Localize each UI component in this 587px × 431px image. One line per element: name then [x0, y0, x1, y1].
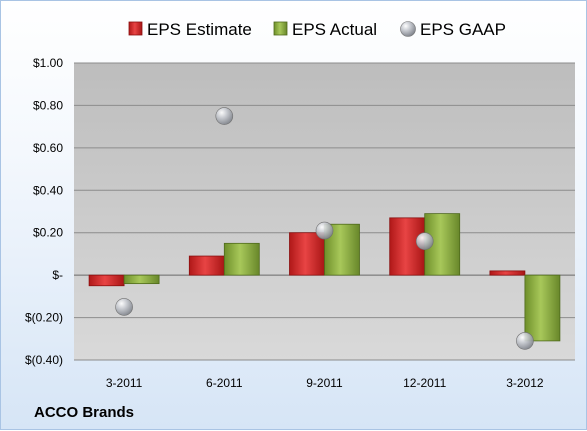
- y-tick-label: $(0.40): [25, 353, 63, 367]
- x-tick-label: 3-2011: [106, 376, 143, 390]
- company-label: ACCO Brands: [34, 404, 134, 421]
- x-tick-label: 3-2012: [506, 376, 544, 390]
- gaap-point: [315, 221, 334, 240]
- estimate-bar: [289, 232, 325, 276]
- x-tick-label: 6-2011: [206, 376, 243, 390]
- gaap-point: [516, 332, 534, 350]
- estimate-bar: [88, 274, 125, 287]
- legend-swatch-gaap: [400, 21, 416, 37]
- bars: [88, 213, 561, 342]
- legend-label-estimate: EPS Estimate: [147, 20, 252, 39]
- legend-swatch-actual: [273, 21, 288, 36]
- x-axis-labels: 3-2011 6-2011 9-2011 12-2011 3-2012: [106, 376, 544, 390]
- y-tick-label: $0.20: [33, 226, 63, 240]
- y-tick-label: $-: [52, 268, 63, 282]
- actual-bar: [524, 274, 561, 342]
- legend-swatch-estimate: [128, 21, 143, 36]
- y-tick-label: $(0.20): [25, 311, 63, 325]
- gaap-point: [215, 107, 234, 125]
- legend: EPS Estimate EPS Actual EPS GAAP: [128, 20, 506, 39]
- gaap-point: [115, 298, 133, 316]
- gaap-point: [415, 232, 434, 250]
- estimate-bar: [188, 255, 225, 276]
- legend-label-gaap: EPS GAAP: [420, 20, 506, 39]
- legend-label-actual: EPS Actual: [292, 20, 377, 39]
- y-tick-label: $0.80: [33, 98, 63, 112]
- actual-bar: [123, 274, 160, 285]
- y-tick-label: $0.40: [33, 183, 63, 197]
- actual-bar: [223, 242, 260, 276]
- y-axis-labels: $1.00 $0.80 $0.60 $0.40 $0.20 $- $(0.20) $(0.40…: [25, 56, 63, 367]
- x-tick-label: 12-2011: [403, 376, 446, 390]
- y-tick-label: $1.00: [33, 56, 63, 70]
- plot-area: [74, 63, 575, 360]
- y-tick-label: $0.60: [33, 141, 63, 155]
- x-tick-label: 9-2011: [306, 376, 343, 390]
- estimate-bar: [489, 270, 526, 276]
- gaap-points: [115, 107, 534, 350]
